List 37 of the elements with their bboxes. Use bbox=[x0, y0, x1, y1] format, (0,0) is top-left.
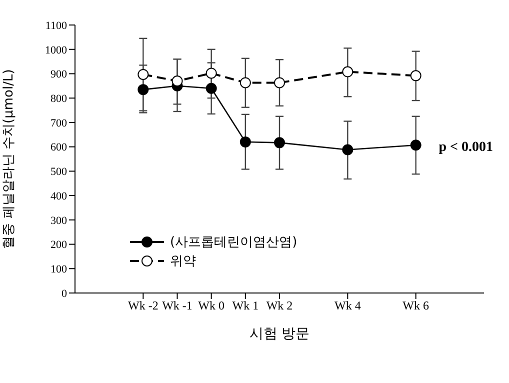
y-tick-label: 1100 bbox=[45, 20, 68, 32]
point bbox=[342, 144, 354, 156]
y-tick-label: 400 bbox=[50, 190, 68, 202]
point bbox=[172, 76, 183, 87]
x-tick-label: Wk 0 bbox=[198, 298, 224, 313]
y-tick-label: 800 bbox=[50, 92, 68, 105]
y-tick-label: 600 bbox=[50, 142, 68, 154]
legend-label: 위약 bbox=[170, 252, 196, 270]
y-tick-label: 900 bbox=[50, 68, 68, 81]
y-tick-label: 200 bbox=[50, 239, 68, 252]
point bbox=[342, 66, 354, 78]
point bbox=[240, 136, 251, 148]
point bbox=[138, 84, 149, 96]
point bbox=[274, 77, 285, 88]
x-tick-label: Wk -1 bbox=[162, 298, 192, 313]
y-axis-title: 혈중 페닐알라닌 수치(μmol/L) bbox=[2, 69, 17, 249]
point bbox=[410, 70, 422, 82]
point bbox=[274, 137, 285, 148]
x-tick-label: Wk 2 bbox=[266, 298, 293, 313]
annotation: p < 0.001 bbox=[438, 140, 493, 156]
x-axis-title: 시험 방문 bbox=[249, 326, 310, 342]
point bbox=[138, 68, 149, 80]
point bbox=[240, 77, 251, 88]
y-tick-label: 100 bbox=[50, 264, 68, 276]
point bbox=[206, 68, 217, 79]
point bbox=[410, 140, 422, 151]
point bbox=[206, 82, 217, 94]
legend-label: (사프롭테린이염산염) bbox=[170, 234, 298, 250]
y-tick-label: 0 bbox=[62, 288, 68, 300]
y-tick-label: 500 bbox=[50, 166, 68, 178]
x-tick-label: Wk -2 bbox=[128, 298, 158, 313]
x-tick-label: Wk 1 bbox=[232, 298, 259, 313]
x-tick-label: Wk 6 bbox=[402, 298, 429, 313]
y-tick-label: 1000 bbox=[45, 44, 68, 56]
x-tick-label: Wk 4 bbox=[334, 298, 361, 313]
y-tick-label: 300 bbox=[50, 214, 68, 227]
y-tick-label: 700 bbox=[50, 117, 68, 130]
